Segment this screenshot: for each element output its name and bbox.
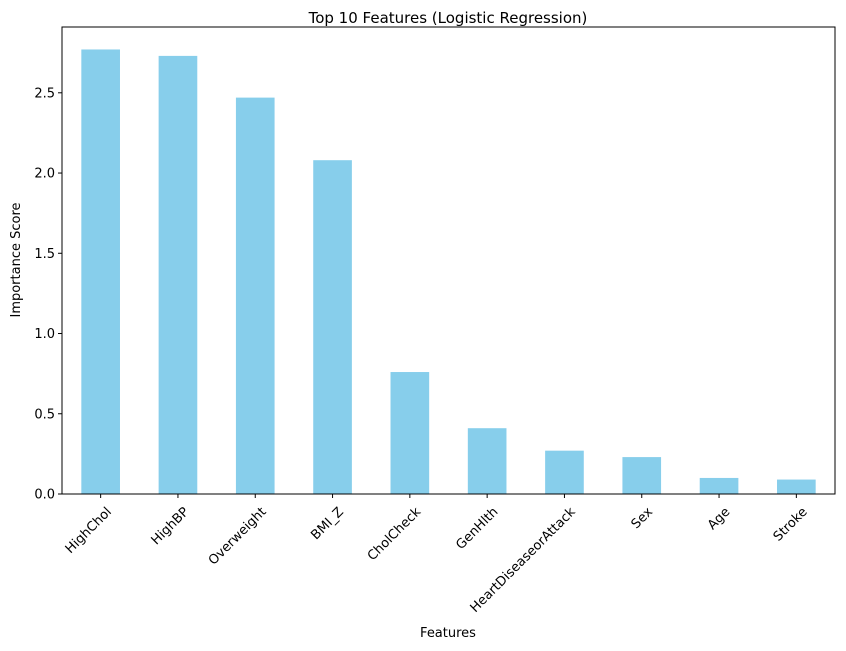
bar-HighBP [158, 55, 198, 494]
bar-GenHlth [467, 428, 507, 494]
bar-HighChol [81, 49, 120, 494]
bar-Overweight [235, 97, 275, 495]
y-tick-label: 2.0 [34, 167, 55, 182]
y-tick-label: 2.5 [34, 86, 55, 101]
y-axis-label: Importance Score [9, 202, 24, 317]
y-tick-label: 0.0 [34, 488, 55, 503]
bar-Sex [622, 457, 662, 494]
chart-title: Top 10 Features (Logistic Regression) [308, 9, 588, 27]
bar-Age [699, 477, 739, 494]
y-tick-label: 1.0 [34, 327, 55, 342]
x-axis-label: Features [420, 626, 476, 641]
y-axis-ticks: 0.0 0.5 1.0 1.5 2.0 2.5 [34, 86, 62, 503]
bars-layer [81, 49, 816, 495]
y-tick-label: 0.5 [34, 407, 55, 422]
bar-HeartDiseaseorAttack [545, 450, 584, 494]
plot-frame [61, 26, 836, 495]
bar-Stroke [777, 479, 816, 494]
bar-CholCheck [390, 372, 430, 494]
bar-BMI_Z [313, 160, 352, 494]
y-tick-label: 1.5 [34, 247, 55, 262]
